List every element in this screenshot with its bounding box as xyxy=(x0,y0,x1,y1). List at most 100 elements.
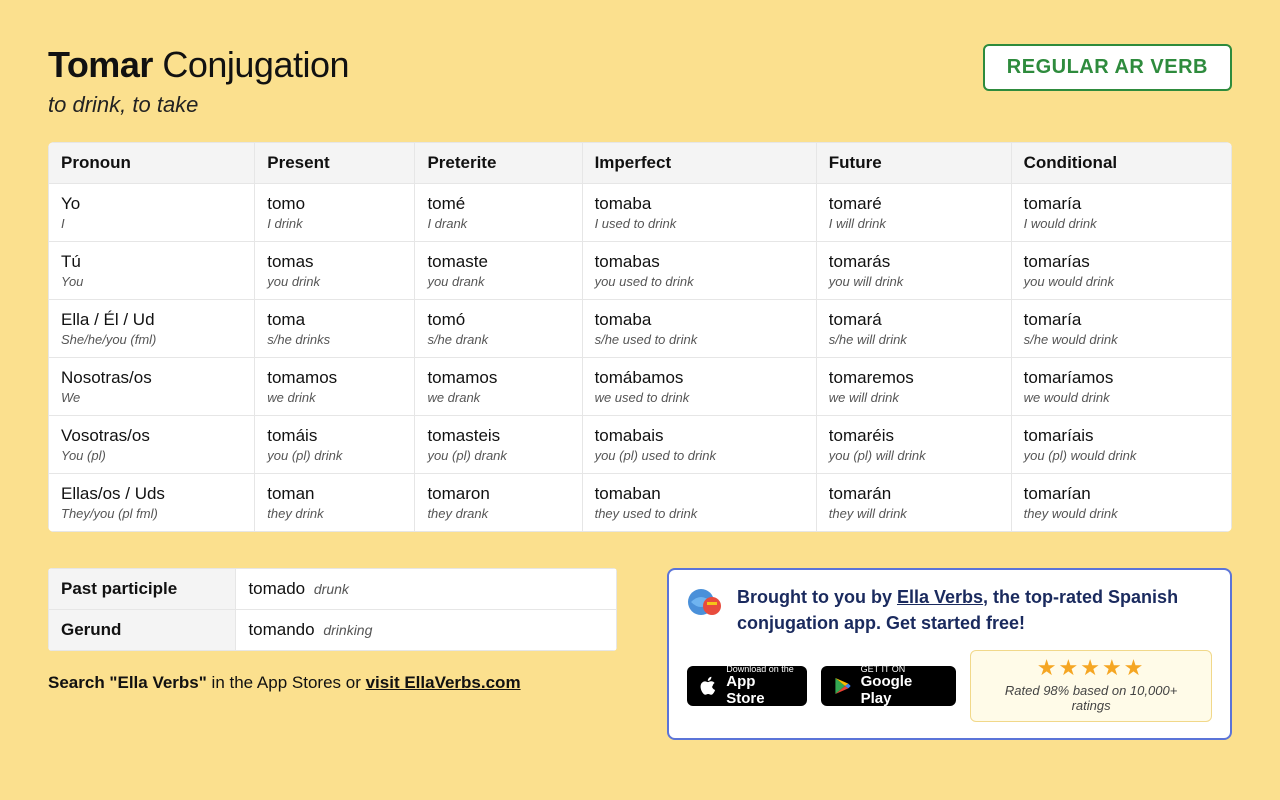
cell-sub: She/he/you (fml) xyxy=(61,332,242,347)
cell-sub: s/he used to drink xyxy=(595,332,804,347)
cell-preterite: tomó s/he drank xyxy=(415,300,582,358)
cell-main: toma xyxy=(267,310,402,330)
search-mid: in the App Stores or xyxy=(207,673,366,692)
table-row: YoItomoI drinktoméI dranktomabaI used to… xyxy=(49,184,1232,242)
cell-main: tomaban xyxy=(595,484,804,504)
appstore-big: App Store xyxy=(726,674,795,707)
cell-future: tomaremos we will drink xyxy=(816,358,1011,416)
cell-sub: I xyxy=(61,216,242,231)
cell-preterite: tomaste you drank xyxy=(415,242,582,300)
verb-type-badge: REGULAR AR VERB xyxy=(983,44,1232,91)
ella-verbs-link[interactable]: Ella Verbs xyxy=(897,587,983,607)
cell-preterite: toméI drank xyxy=(415,184,582,242)
rating-text: Rated 98% based on 10,000+ ratings xyxy=(987,683,1195,713)
cell-sub: they used to drink xyxy=(595,506,804,521)
cell-conditional: tomarías you would drink xyxy=(1011,242,1231,300)
cell-main: tomarías xyxy=(1024,252,1219,272)
cell-sub: s/he drank xyxy=(427,332,569,347)
visit-link[interactable]: visit EllaVerbs.com xyxy=(366,673,521,692)
cell-pronoun: TúYou xyxy=(49,242,255,300)
cell-present: tomáisyou (pl) drink xyxy=(255,416,415,474)
past-participle-row: Past participle tomado drunk xyxy=(49,569,617,610)
cell-sub: we drink xyxy=(267,390,402,405)
cell-sub: we used to drink xyxy=(595,390,804,405)
cell-main: tomaríais xyxy=(1024,426,1219,446)
cell-main: tomaremos xyxy=(829,368,999,388)
promo-text: Brought to you by Ella Verbs, the top-ra… xyxy=(737,584,1212,636)
table-row: Vosotras/osYou (pl)tomáisyou (pl) drinkt… xyxy=(49,416,1232,474)
star-icons: ★★★★★ xyxy=(987,657,1195,679)
cell-present: tomamoswe drink xyxy=(255,358,415,416)
play-icon xyxy=(833,675,852,697)
cell-present: toman they drink xyxy=(255,474,415,532)
gerund-row: Gerund tomando drinking xyxy=(49,610,617,651)
past-participle-label: Past participle xyxy=(49,569,236,610)
cell-conditional: tomaríamoswe would drink xyxy=(1011,358,1231,416)
cell-conditional: tomarías/he would drink xyxy=(1011,300,1231,358)
cell-sub: They/you (pl fml) xyxy=(61,506,242,521)
cell-main: tomáis xyxy=(267,426,402,446)
cell-imperfect: tomaban they used to drink xyxy=(582,474,816,532)
cell-present: tomas you drink xyxy=(255,242,415,300)
gerund-label: Gerund xyxy=(49,610,236,651)
cell-main: Ellas/os / Uds xyxy=(61,484,242,504)
globe-icon xyxy=(687,584,723,620)
cell-sub: they drink xyxy=(267,506,402,521)
cell-imperfect: tomábamos we used to drink xyxy=(582,358,816,416)
cell-main: tomaste xyxy=(427,252,569,272)
forms-table: Past participle tomado drunk Gerund toma… xyxy=(48,568,617,651)
cell-main: tomó xyxy=(427,310,569,330)
cell-pronoun: Vosotras/os You (pl) xyxy=(49,416,255,474)
cell-pronoun: YoI xyxy=(49,184,255,242)
col-imperfect: Imperfect xyxy=(582,143,816,184)
cell-main: Vosotras/os xyxy=(61,426,242,446)
cell-sub: you drank xyxy=(427,274,569,289)
cell-main: tomábamos xyxy=(595,368,804,388)
cell-sub: you (pl) used to drink xyxy=(595,448,804,463)
cell-sub: you drink xyxy=(267,274,402,289)
cell-sub: we would drink xyxy=(1024,390,1219,405)
cell-main: tomamos xyxy=(427,368,569,388)
cell-pronoun: Ellas/os / Uds They/you (pl fml) xyxy=(49,474,255,532)
cell-main: tomo xyxy=(267,194,402,214)
cell-main: tomabas xyxy=(595,252,804,272)
cell-main: tomaría xyxy=(1024,194,1219,214)
past-participle-main: tomado xyxy=(248,579,305,598)
col-future: Future xyxy=(816,143,1011,184)
gerund-sub: drinking xyxy=(323,622,372,638)
cell-preterite: tomamoswe drank xyxy=(415,358,582,416)
cell-main: tomarían xyxy=(1024,484,1219,504)
cell-sub: you (pl) will drink xyxy=(829,448,999,463)
cell-sub: I drink xyxy=(267,216,402,231)
page-title: Tomar Conjugation xyxy=(48,44,349,86)
col-present: Present xyxy=(255,143,415,184)
cell-sub: they drank xyxy=(427,506,569,521)
cell-sub: I drank xyxy=(427,216,569,231)
table-row: Ellas/os / Uds They/you (pl fml) toman they… xyxy=(49,474,1232,532)
cell-sub: I would drink xyxy=(1024,216,1219,231)
google-play-button[interactable]: GET IT ON Google Play xyxy=(821,666,956,706)
cell-future: tomarás/he will drink xyxy=(816,300,1011,358)
gerund-main: tomando xyxy=(248,620,314,639)
table-row: Ella / Él / UdShe/he/you (fml)tomas/he d… xyxy=(49,300,1232,358)
cell-sub: you (pl) would drink xyxy=(1024,448,1219,463)
cell-sub: s/he will drink xyxy=(829,332,999,347)
cell-main: toman xyxy=(267,484,402,504)
cell-main: tomaba xyxy=(595,194,804,214)
cell-main: tomas xyxy=(267,252,402,272)
cell-sub: you would drink xyxy=(1024,274,1219,289)
cell-conditional: tomaría I would drink xyxy=(1011,184,1231,242)
gerund-value: tomando drinking xyxy=(236,610,617,651)
cell-sub: we will drink xyxy=(829,390,999,405)
cell-main: tomabais xyxy=(595,426,804,446)
cell-main: tomarán xyxy=(829,484,999,504)
cell-future: tomaréI will drink xyxy=(816,184,1011,242)
cell-imperfect: tomabas you used to drink xyxy=(582,242,816,300)
app-store-button[interactable]: Download on the App Store xyxy=(687,666,807,706)
cell-imperfect: tomabas/he used to drink xyxy=(582,300,816,358)
search-prefix: Search "Ella Verbs" xyxy=(48,673,207,692)
cell-sub: you used to drink xyxy=(595,274,804,289)
cell-sub: You (pl) xyxy=(61,448,242,463)
table-row: TúYou tomas you drink tomaste you drank tomab… xyxy=(49,242,1232,300)
cell-present: tomo I drink xyxy=(255,184,415,242)
